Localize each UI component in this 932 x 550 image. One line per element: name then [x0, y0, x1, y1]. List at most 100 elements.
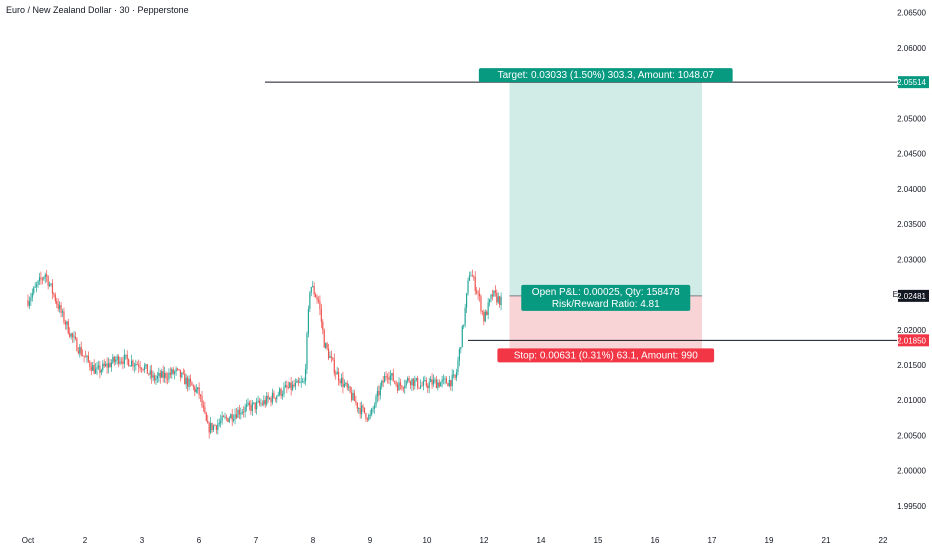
- candle: [396, 382, 399, 394]
- candle-body: [192, 385, 194, 387]
- candle: [166, 372, 169, 385]
- candle-body: [350, 392, 353, 400]
- candle-body: [260, 403, 262, 405]
- candle-body: [361, 405, 363, 415]
- candle-body: [261, 403, 263, 405]
- candle: [477, 289, 479, 300]
- x-tick-label: 6: [197, 536, 202, 545]
- candle-body: [51, 283, 54, 294]
- candle: [359, 402, 361, 419]
- candle-body: [175, 368, 177, 372]
- candle: [319, 295, 321, 316]
- candle: [358, 407, 360, 414]
- candle: [119, 356, 121, 366]
- candle-body: [445, 378, 448, 384]
- candle-body: [80, 347, 82, 356]
- candle: [300, 375, 302, 388]
- candle-body: [291, 384, 294, 390]
- candle-body: [464, 307, 466, 325]
- candle-body: [338, 371, 340, 381]
- candle: [356, 402, 358, 413]
- candle: [129, 365, 131, 367]
- candle-body: [258, 400, 261, 404]
- candle-body: [339, 380, 341, 384]
- candle: [221, 411, 223, 425]
- candle-body: [277, 394, 279, 396]
- candle-body: [343, 383, 345, 387]
- candle: [184, 369, 186, 385]
- candle: [280, 387, 282, 399]
- candle: [63, 307, 65, 325]
- candle-body: [214, 425, 216, 427]
- y-tick-label: 2.01000: [897, 396, 926, 405]
- y-tick-label: 2.05000: [897, 114, 926, 123]
- candle-body: [399, 382, 402, 386]
- candle-body: [281, 394, 284, 397]
- candle-body: [438, 382, 440, 387]
- candle-body: [418, 387, 420, 389]
- candle-body: [110, 362, 113, 368]
- x-tick-label: 16: [651, 536, 660, 545]
- candle-body: [358, 408, 360, 409]
- candle-body: [53, 293, 55, 295]
- candle-body: [93, 365, 95, 374]
- candle: [404, 379, 406, 394]
- candle: [57, 298, 59, 312]
- candle-body: [333, 359, 335, 374]
- candle: [355, 395, 357, 406]
- candle-body: [148, 373, 150, 375]
- candle: [179, 369, 182, 382]
- candle-body: [437, 382, 439, 389]
- candle-body: [371, 408, 373, 415]
- candle: [130, 354, 133, 367]
- candle: [348, 383, 350, 391]
- candle: [188, 375, 190, 391]
- candle: [271, 388, 274, 405]
- candle-body: [234, 414, 236, 420]
- candle-body: [396, 384, 399, 391]
- candle: [382, 375, 384, 388]
- candle-body: [153, 375, 156, 381]
- candle-body: [69, 333, 71, 337]
- candle: [214, 423, 216, 427]
- candle: [448, 375, 450, 388]
- candle-body: [263, 400, 265, 405]
- y-tick-label: 2.01500: [897, 361, 926, 370]
- candle: [399, 378, 402, 390]
- candle: [460, 346, 462, 354]
- candle: [379, 382, 381, 400]
- candle-body: [67, 321, 69, 334]
- candle: [247, 398, 249, 407]
- candle: [345, 382, 347, 387]
- candle: [41, 276, 43, 285]
- candle: [67, 318, 69, 335]
- candle: [496, 289, 498, 306]
- candle-body: [427, 385, 429, 389]
- candle: [235, 407, 238, 420]
- candle: [424, 375, 426, 382]
- candle-body: [132, 360, 134, 367]
- candle: [143, 362, 146, 374]
- candle-body: [274, 397, 276, 400]
- candle: [372, 405, 374, 413]
- candle-body: [126, 354, 128, 360]
- candle: [189, 374, 192, 387]
- candle: [499, 295, 501, 308]
- candle-body: [92, 365, 94, 371]
- candle-body: [320, 309, 322, 322]
- y-tick-label: 2.00000: [897, 467, 926, 476]
- candle-body: [290, 382, 292, 390]
- candle: [486, 310, 488, 316]
- candle-body: [31, 292, 33, 298]
- candle: [116, 354, 118, 365]
- candle-body: [128, 359, 130, 367]
- candle-body: [84, 356, 87, 358]
- candle-body: [476, 290, 478, 293]
- candle-body: [494, 290, 496, 293]
- candle-body: [473, 276, 475, 278]
- candle: [89, 360, 91, 371]
- candle: [138, 359, 140, 374]
- candle-body: [267, 395, 269, 399]
- candle: [50, 283, 52, 287]
